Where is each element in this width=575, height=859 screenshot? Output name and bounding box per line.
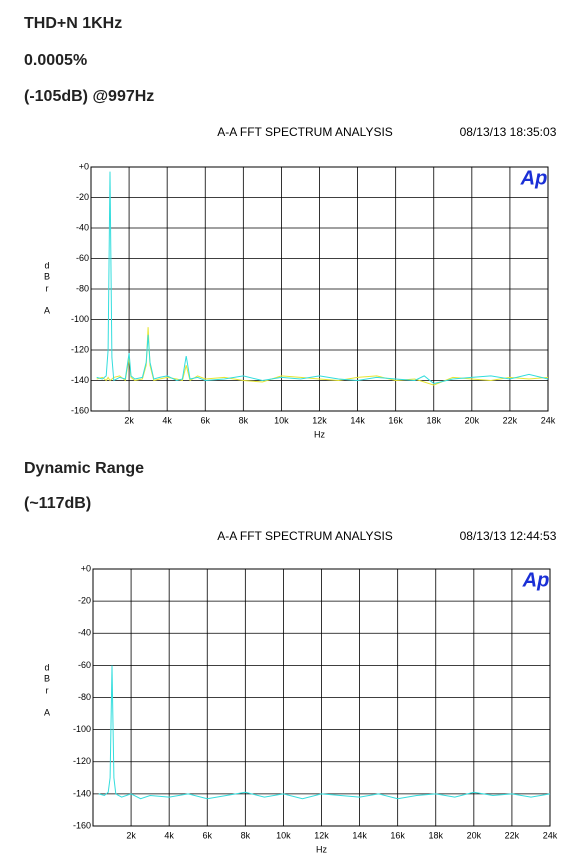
spectrum-line — [98, 665, 551, 800]
logo: Ap — [522, 569, 550, 591]
x-tick-label: 16k — [388, 415, 403, 425]
y-tick-label: -20 — [76, 192, 89, 202]
x-tick-label: 20k — [465, 415, 480, 425]
y-tick-label: -40 — [76, 222, 89, 232]
x-tick-label: 22k — [503, 415, 518, 425]
x-tick-label: 12k — [312, 415, 327, 425]
y-tick-label: -120 — [73, 756, 91, 766]
x-tick-label: 18k — [426, 415, 441, 425]
y-tick-label: -100 — [71, 314, 89, 324]
y-tick-label: -100 — [73, 724, 91, 734]
x-tick-label: 10k — [276, 830, 291, 840]
y-tick-label: -160 — [73, 820, 91, 830]
y-tick-label: -140 — [73, 788, 91, 798]
x-tick-label: 10k — [274, 415, 289, 425]
x-tick-label: 18k — [428, 830, 443, 840]
y-axis-label: r — [46, 685, 49, 695]
heading: 0.0005% — [24, 52, 87, 69]
y-tick-label: -20 — [78, 596, 91, 606]
x-tick-label: 6k — [200, 415, 210, 425]
y-tick-label: -160 — [71, 405, 89, 415]
heading: (~117dB) — [24, 495, 91, 512]
y-tick-label: +0 — [79, 161, 89, 171]
y-axis-label: B — [44, 271, 50, 281]
y-tick-label: -80 — [76, 283, 89, 293]
x-tick-label: 14k — [350, 415, 365, 425]
timestamp: 08/13/13 18:35:03 — [460, 125, 557, 139]
y-tick-label: -140 — [71, 375, 89, 385]
x-tick-label: 2k — [124, 415, 134, 425]
x-tick-label: 24k — [541, 415, 556, 425]
y-tick-label: +0 — [81, 563, 91, 573]
x-tick-label: 12k — [314, 830, 329, 840]
x-tick-label: 14k — [352, 830, 367, 840]
x-tick-label: 4k — [162, 415, 172, 425]
heading: Dynamic Range — [24, 460, 144, 477]
x-tick-label: 24k — [543, 830, 558, 840]
y-axis-label: A — [44, 707, 50, 717]
y-tick-label: -120 — [71, 344, 89, 354]
heading: (-105dB) @997Hz — [24, 88, 154, 105]
x-axis-label: Hz — [314, 429, 325, 439]
x-tick-label: 2k — [126, 830, 136, 840]
x-tick-label: 8k — [241, 830, 251, 840]
y-tick-label: -40 — [78, 628, 91, 638]
x-axis-label: Hz — [316, 844, 327, 854]
y-tick-label: -80 — [78, 692, 91, 702]
x-tick-label: 6k — [202, 830, 212, 840]
y-axis-label: B — [44, 673, 50, 683]
x-tick-label: 22k — [505, 830, 520, 840]
y-axis-label: d — [44, 662, 49, 672]
x-tick-label: 16k — [390, 830, 405, 840]
spectrum-line — [96, 171, 549, 385]
x-tick-label: 8k — [239, 415, 249, 425]
y-axis-label: A — [44, 305, 50, 315]
y-axis-label: r — [46, 283, 49, 293]
y-axis-label: d — [44, 260, 49, 270]
y-tick-label: -60 — [76, 253, 89, 263]
heading: THD+N 1KHz — [24, 15, 122, 32]
x-tick-label: 4k — [164, 830, 174, 840]
logo: Ap — [520, 167, 548, 189]
y-tick-label: -60 — [78, 660, 91, 670]
chart-title: A-A FFT SPECTRUM ANALYSIS — [217, 125, 393, 139]
spectrum-line — [96, 327, 549, 386]
x-tick-label: 20k — [467, 830, 482, 840]
chart-title: A-A FFT SPECTRUM ANALYSIS — [217, 529, 393, 543]
timestamp: 08/13/13 12:44:53 — [460, 529, 557, 543]
